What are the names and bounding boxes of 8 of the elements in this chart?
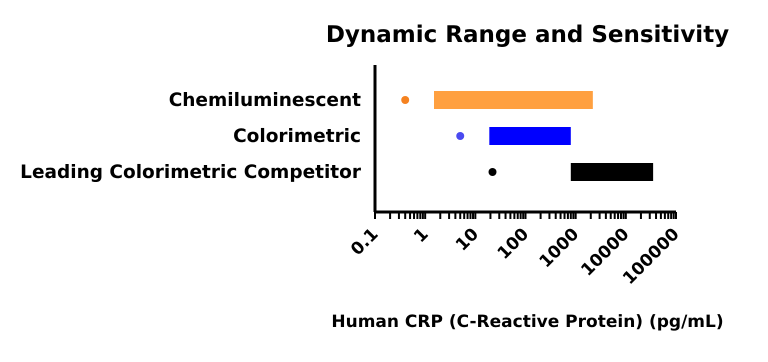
x-tick-label: 1 bbox=[410, 224, 433, 247]
y-tick-label: Chemiluminescent bbox=[168, 90, 362, 111]
y-tick-label: Leading Colorimetric Competitor bbox=[20, 162, 362, 183]
chart-title: Dynamic Range and Sensitivity bbox=[324, 22, 730, 48]
x-axis-title: Human CRP (C-Reactive Protein) (pg/mL) bbox=[330, 312, 725, 332]
x-tick-label: 0.1 bbox=[347, 224, 383, 260]
y-tick-label: Colorimetric bbox=[233, 126, 361, 147]
x-tick-label: 10 bbox=[452, 224, 483, 256]
